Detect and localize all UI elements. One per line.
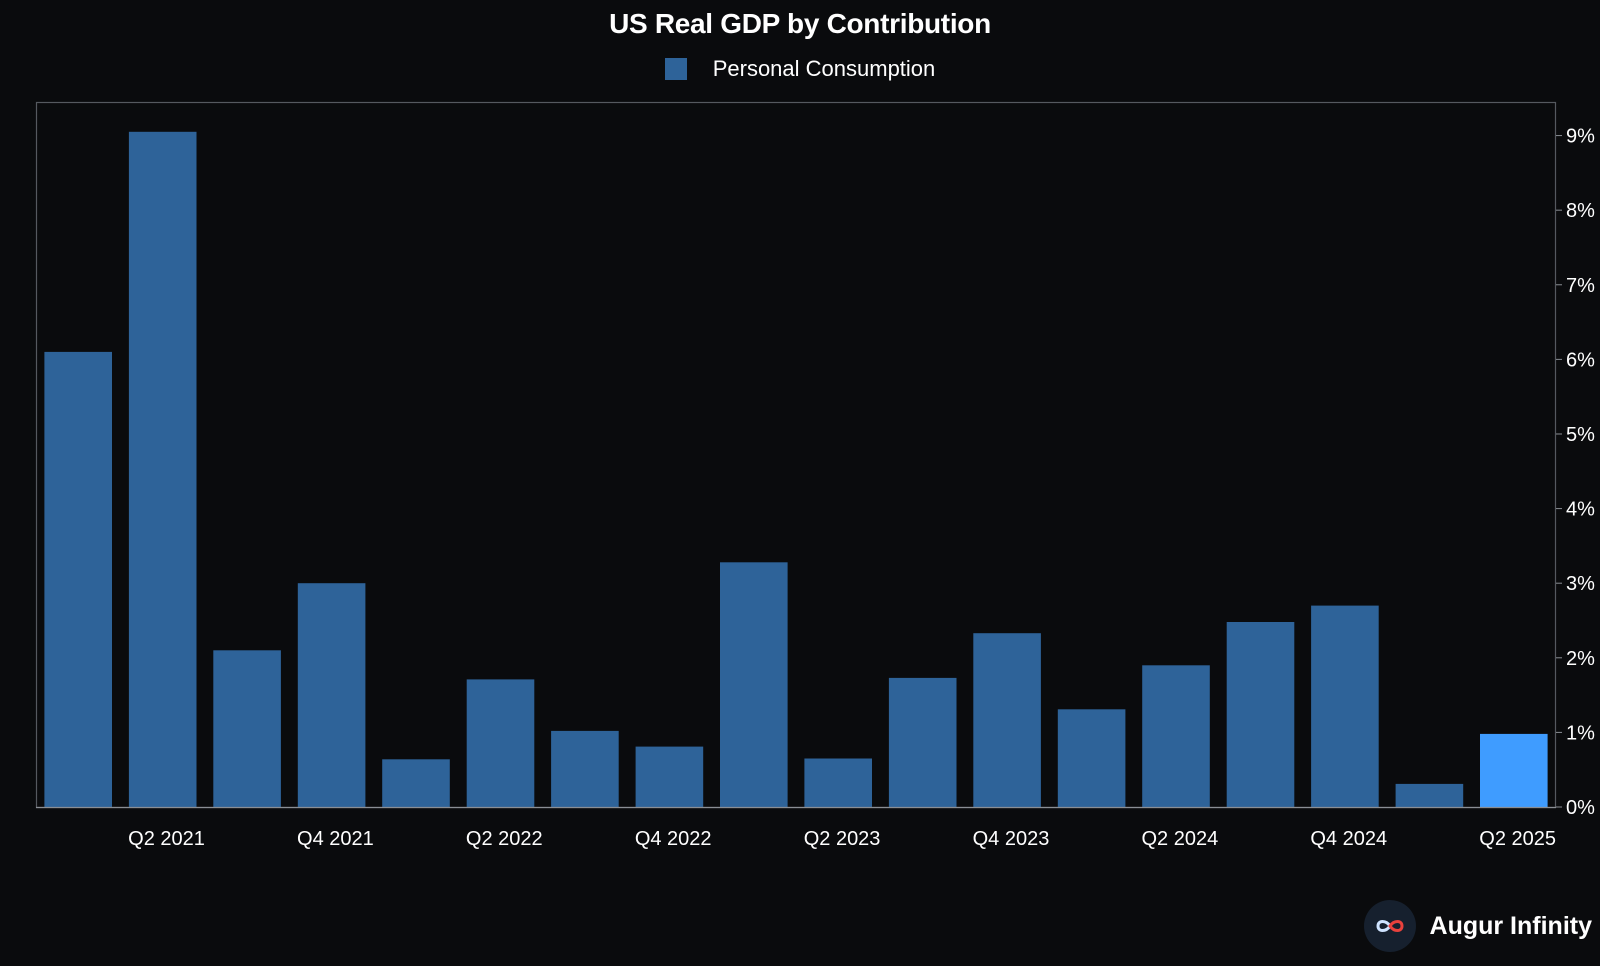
- bar-q2-2023: [804, 758, 872, 807]
- bar-q3-2021: [213, 650, 281, 807]
- y-tick-label: 6%: [1566, 349, 1595, 371]
- x-tick-label: Q4 2023: [973, 828, 1050, 850]
- bar-q2-2022: [466, 679, 535, 807]
- x-tick-label: Q2 2022: [466, 828, 543, 850]
- x-tick-label: Q4 2022: [635, 828, 712, 850]
- bar-q1-2022: [382, 759, 450, 807]
- bar-q3-2023: [888, 677, 957, 807]
- bar-q4-2021: [297, 583, 366, 807]
- x-tick-label: Q4 2024: [1310, 828, 1387, 850]
- bar-q1-2025: [1395, 783, 1464, 807]
- brand-name: Augur Infinity: [1429, 911, 1592, 940]
- bar-q4-2024: [1311, 605, 1379, 807]
- legend-swatch-personal-consumption: [664, 58, 687, 80]
- y-tick-label: 9%: [1566, 126, 1595, 148]
- chart-title: US Real GDP by Contribution: [609, 8, 991, 39]
- x-tick-label: Q2 2024: [1141, 828, 1218, 850]
- y-axis: 0% 1% 2% 3% 4% 5% 6% 7% 8% 9%: [1556, 126, 1595, 819]
- bars-group: [44, 131, 1548, 808]
- bar-q1-2023: [720, 562, 788, 807]
- bar-q2-2025: [1480, 733, 1548, 807]
- y-tick-label: 3%: [1566, 573, 1595, 595]
- y-tick-label: 0%: [1566, 797, 1595, 819]
- y-tick-label: 2%: [1566, 648, 1595, 670]
- bar-q2-2021: [128, 131, 197, 808]
- y-tick-label: 4%: [1566, 499, 1595, 521]
- x-tick-label: Q2 2025: [1479, 828, 1556, 850]
- x-tick-label: Q2 2023: [804, 828, 881, 850]
- y-tick-label: 8%: [1566, 200, 1595, 222]
- x-axis: Q2 2021 Q4 2021 Q2 2022 Q4 2022 Q2 2023 Q4 20…: [128, 828, 1556, 850]
- bar-q2-2024: [1142, 665, 1210, 807]
- bar-q4-2022: [635, 746, 704, 807]
- infinity-logo-icon: [1363, 900, 1416, 952]
- x-tick-label: Q4 2021: [297, 828, 374, 850]
- bar-q3-2022: [551, 730, 619, 807]
- y-tick-label: 7%: [1566, 275, 1595, 297]
- y-tick-label: 5%: [1566, 424, 1595, 446]
- x-tick-label: Q2 2021: [128, 828, 205, 850]
- y-tick-label: 1%: [1566, 722, 1595, 744]
- bar-q3-2024: [1226, 622, 1295, 807]
- bar-q1-2024: [1057, 709, 1126, 807]
- chart-legend: Personal Consumption: [0, 56, 1600, 82]
- legend-label-personal-consumption: Personal Consumption: [712, 56, 936, 81]
- bar-q4-2023: [973, 633, 1041, 807]
- bar-q1-2021: [44, 351, 112, 807]
- brand-watermark: Augur Infinity: [1363, 900, 1592, 952]
